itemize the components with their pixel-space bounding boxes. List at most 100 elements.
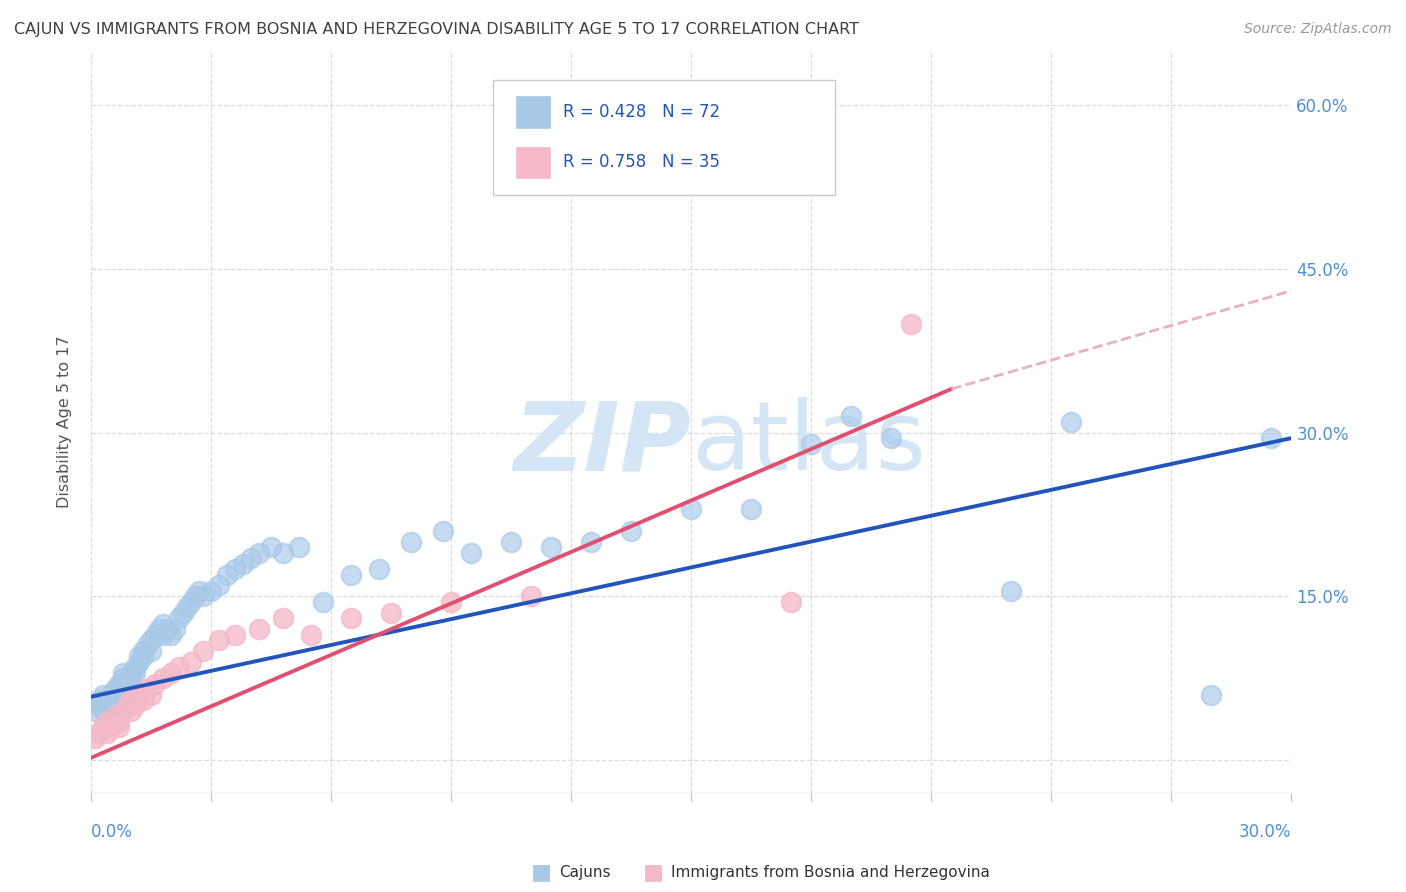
Point — [191, 590, 214, 604]
Point — [620, 524, 643, 538]
Point — [501, 534, 523, 549]
Point — [120, 704, 142, 718]
Point — [208, 578, 231, 592]
Point — [132, 693, 155, 707]
Bar — [515, 145, 551, 179]
Point — [96, 698, 118, 713]
Point — [132, 644, 155, 658]
Point — [104, 709, 127, 723]
Point — [167, 611, 190, 625]
Point — [340, 567, 363, 582]
Point — [120, 693, 142, 707]
Bar — [515, 95, 551, 128]
Point — [180, 655, 202, 669]
Point — [399, 534, 422, 549]
Point — [299, 627, 322, 641]
Text: Cajuns: Cajuns — [560, 865, 612, 880]
Point — [163, 622, 186, 636]
Point — [312, 595, 335, 609]
Point — [108, 676, 131, 690]
Point — [200, 583, 222, 598]
Text: ■: ■ — [531, 863, 551, 882]
Text: ■: ■ — [644, 863, 664, 882]
Point — [100, 720, 122, 734]
Point — [91, 688, 114, 702]
Point — [84, 731, 107, 746]
Point — [108, 720, 131, 734]
Point — [271, 546, 294, 560]
Point — [271, 611, 294, 625]
Point — [240, 551, 263, 566]
Point — [115, 682, 138, 697]
Point — [100, 693, 122, 707]
Text: R = 0.758   N = 35: R = 0.758 N = 35 — [562, 153, 720, 171]
Text: Immigrants from Bosnia and Herzegovina: Immigrants from Bosnia and Herzegovina — [671, 865, 990, 880]
Point — [128, 655, 150, 669]
Point — [136, 682, 159, 697]
Point — [184, 590, 207, 604]
Point — [208, 632, 231, 647]
Point — [160, 627, 183, 641]
Point — [368, 562, 391, 576]
Text: 0.0%: 0.0% — [91, 823, 132, 841]
Point — [87, 698, 110, 713]
Point — [84, 704, 107, 718]
Point — [139, 644, 162, 658]
Point — [260, 540, 283, 554]
Point — [111, 671, 134, 685]
Point — [124, 660, 146, 674]
Point — [111, 704, 134, 718]
Point — [540, 540, 562, 554]
Point — [111, 665, 134, 680]
Point — [143, 676, 166, 690]
Point — [100, 688, 122, 702]
Point — [740, 502, 762, 516]
Point — [520, 590, 543, 604]
Point — [120, 665, 142, 680]
Point — [167, 660, 190, 674]
Point — [128, 688, 150, 702]
Point — [115, 698, 138, 713]
Point — [160, 665, 183, 680]
Y-axis label: Disability Age 5 to 17: Disability Age 5 to 17 — [58, 335, 72, 508]
Point — [104, 698, 127, 713]
Point — [152, 616, 174, 631]
Point — [681, 502, 703, 516]
Point — [440, 595, 463, 609]
Point — [104, 682, 127, 697]
Point — [87, 725, 110, 739]
Point — [224, 627, 246, 641]
Point — [132, 649, 155, 664]
Point — [191, 644, 214, 658]
Point — [148, 622, 170, 636]
Point — [215, 567, 238, 582]
Point — [1000, 583, 1022, 598]
Point — [839, 409, 862, 424]
Point — [91, 720, 114, 734]
Point — [111, 688, 134, 702]
Point — [176, 600, 198, 615]
Point — [156, 622, 179, 636]
Point — [188, 583, 211, 598]
Point — [224, 562, 246, 576]
Point — [115, 676, 138, 690]
Point — [172, 606, 194, 620]
Point — [288, 540, 311, 554]
Point — [128, 649, 150, 664]
Point — [136, 639, 159, 653]
Point — [1260, 431, 1282, 445]
Point — [108, 682, 131, 697]
Point — [139, 688, 162, 702]
Point — [247, 546, 270, 560]
Point — [1201, 688, 1223, 702]
Point — [96, 714, 118, 729]
Point — [579, 534, 602, 549]
Point — [124, 665, 146, 680]
Point — [780, 595, 803, 609]
Point — [143, 627, 166, 641]
Point — [232, 557, 254, 571]
Point — [96, 725, 118, 739]
Point — [460, 546, 482, 560]
Text: Source: ZipAtlas.com: Source: ZipAtlas.com — [1244, 22, 1392, 37]
FancyBboxPatch shape — [494, 80, 835, 195]
